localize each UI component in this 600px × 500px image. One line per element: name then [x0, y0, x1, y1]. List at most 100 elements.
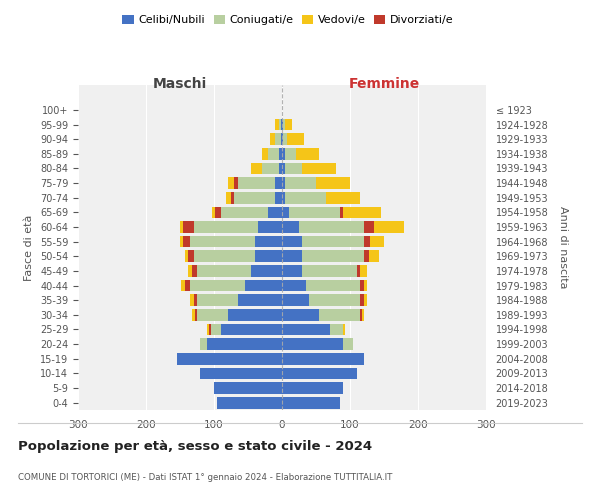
Bar: [190, 280, 245, 291]
Bar: [282, 368, 357, 380]
Text: Femmine: Femmine: [349, 77, 419, 91]
Bar: [360, 309, 362, 320]
Y-axis label: Anni di nascita: Anni di nascita: [558, 206, 568, 288]
Bar: [262, 148, 268, 160]
Bar: [289, 206, 340, 218]
Bar: [302, 265, 357, 277]
Bar: [343, 206, 380, 218]
Bar: [283, 118, 286, 130]
Bar: [221, 324, 282, 336]
Bar: [255, 236, 282, 248]
Bar: [343, 324, 345, 336]
Bar: [282, 353, 364, 364]
Bar: [188, 265, 191, 277]
Bar: [286, 162, 302, 174]
Bar: [282, 250, 302, 262]
Bar: [364, 280, 367, 291]
Bar: [362, 309, 364, 320]
Bar: [329, 324, 343, 336]
Bar: [283, 134, 287, 145]
Bar: [227, 309, 282, 320]
Bar: [286, 192, 326, 203]
Bar: [185, 250, 188, 262]
Bar: [343, 338, 353, 350]
Bar: [180, 221, 184, 233]
Bar: [251, 265, 282, 277]
Bar: [282, 148, 286, 160]
Bar: [360, 280, 364, 291]
Bar: [176, 353, 282, 364]
Bar: [326, 192, 360, 203]
Bar: [364, 294, 367, 306]
Bar: [235, 192, 275, 203]
Bar: [319, 309, 360, 320]
Bar: [275, 192, 282, 203]
Bar: [211, 324, 221, 336]
Text: COMUNE DI TORTORICI (ME) - Dati ISTAT 1° gennaio 2024 - Elaborazione TUTTITALIA.: COMUNE DI TORTORICI (ME) - Dati ISTAT 1°…: [18, 473, 392, 482]
Bar: [278, 162, 282, 174]
Bar: [282, 265, 302, 277]
Bar: [188, 250, 194, 262]
Bar: [357, 265, 360, 277]
Bar: [227, 177, 235, 189]
Bar: [364, 250, 369, 262]
Bar: [197, 265, 251, 277]
Bar: [184, 236, 190, 248]
Text: Maschi: Maschi: [153, 77, 207, 91]
Bar: [190, 294, 194, 306]
Bar: [306, 280, 360, 291]
Bar: [214, 382, 282, 394]
Bar: [278, 148, 282, 160]
Bar: [268, 206, 282, 218]
Bar: [281, 118, 282, 130]
Bar: [194, 294, 197, 306]
Bar: [191, 265, 197, 277]
Y-axis label: Fasce di età: Fasce di età: [25, 214, 34, 280]
Bar: [180, 236, 184, 248]
Bar: [299, 221, 364, 233]
Bar: [207, 324, 209, 336]
Bar: [374, 221, 404, 233]
Legend: Celibi/Nubili, Coniugati/e, Vedovi/e, Divorziati/e: Celibi/Nubili, Coniugati/e, Vedovi/e, Di…: [118, 10, 458, 30]
Bar: [364, 236, 370, 248]
Bar: [197, 309, 227, 320]
Bar: [231, 192, 235, 203]
Bar: [316, 177, 350, 189]
Bar: [369, 250, 379, 262]
Bar: [302, 250, 364, 262]
Bar: [262, 162, 278, 174]
Bar: [286, 148, 296, 160]
Bar: [245, 280, 282, 291]
Bar: [286, 118, 292, 130]
Bar: [340, 206, 343, 218]
Bar: [282, 221, 299, 233]
Bar: [275, 177, 282, 189]
Bar: [200, 368, 282, 380]
Bar: [360, 294, 364, 306]
Bar: [226, 192, 231, 203]
Bar: [278, 118, 281, 130]
Bar: [194, 221, 258, 233]
Bar: [258, 221, 282, 233]
Bar: [212, 206, 215, 218]
Bar: [282, 382, 343, 394]
Bar: [275, 134, 281, 145]
Bar: [282, 177, 286, 189]
Bar: [238, 294, 282, 306]
Bar: [287, 134, 304, 145]
Bar: [282, 192, 286, 203]
Bar: [282, 338, 343, 350]
Bar: [282, 206, 289, 218]
Bar: [215, 206, 221, 218]
Bar: [191, 309, 195, 320]
Bar: [282, 236, 302, 248]
Bar: [251, 162, 262, 174]
Bar: [185, 280, 190, 291]
Bar: [235, 177, 238, 189]
Bar: [282, 280, 306, 291]
Bar: [370, 236, 384, 248]
Bar: [275, 118, 278, 130]
Bar: [281, 134, 282, 145]
Bar: [221, 206, 268, 218]
Bar: [282, 309, 319, 320]
